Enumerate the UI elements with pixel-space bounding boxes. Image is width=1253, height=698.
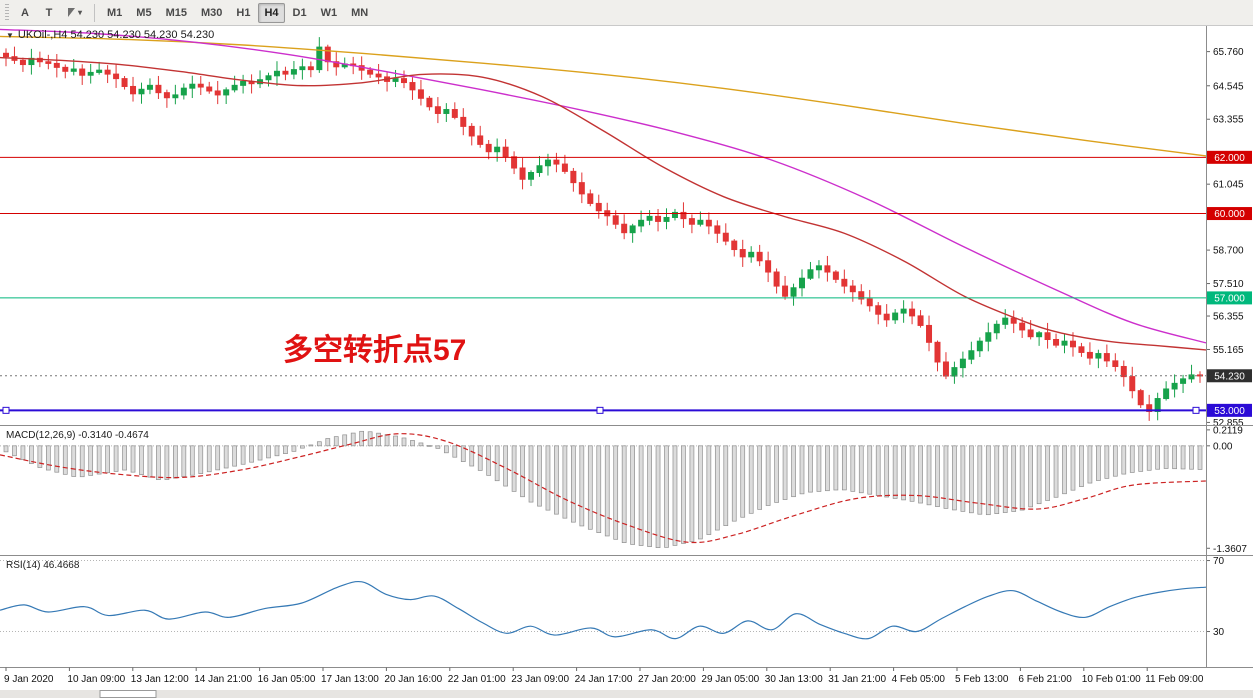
svg-text:57.510: 57.510 xyxy=(1213,279,1244,290)
svg-text:30: 30 xyxy=(1213,627,1225,638)
price-level-badges: 62.000 60.000 57.000 53.000 54.230 xyxy=(1207,150,1252,417)
window-tab[interactable] xyxy=(99,690,157,698)
svg-text:24 Jan 17:00: 24 Jan 17:00 xyxy=(575,674,633,685)
macd-signal-line xyxy=(0,433,1207,544)
ma-fast-red xyxy=(0,56,1207,351)
svg-text:52.855: 52.855 xyxy=(1213,418,1244,429)
svg-text:17 Jan 13:00: 17 Jan 13:00 xyxy=(321,674,379,685)
chart-canvas[interactable]: 65.760 64.545 63.355 61.045 58.700 57.510 56.3… xyxy=(0,26,1253,698)
svg-text:9 Jan 2020: 9 Jan 2020 xyxy=(4,674,54,685)
ma-lines xyxy=(0,28,1207,351)
svg-text:64.545: 64.545 xyxy=(1213,81,1244,92)
svg-text:10 Feb 01:00: 10 Feb 01:00 xyxy=(1082,674,1141,685)
svg-text:14 Jan 21:00: 14 Jan 21:00 xyxy=(194,674,252,685)
symbol-ohlc-text: UKOil-,H4 54.230 54.230 54.230 54.230 xyxy=(17,29,215,41)
timeframe-mn[interactable]: MN xyxy=(345,3,374,23)
svg-text:20 Jan 16:00: 20 Jan 16:00 xyxy=(384,674,442,685)
ma-slow-orange xyxy=(0,35,1207,157)
svg-text:57.000: 57.000 xyxy=(1214,293,1245,304)
svg-text:56.355: 56.355 xyxy=(1213,312,1244,323)
timeframe-h1[interactable]: H1 xyxy=(230,3,256,23)
svg-text:16 Jan 05:00: 16 Jan 05:00 xyxy=(258,674,316,685)
svg-text:22 Jan 01:00: 22 Jan 01:00 xyxy=(448,674,506,685)
line-handle xyxy=(596,406,604,414)
svg-text:54.230: 54.230 xyxy=(1214,371,1245,382)
svg-text:53.000: 53.000 xyxy=(1214,406,1245,417)
toolbar: A T ▾ M1 M5 M15 M30 H1 H4 D1 W1 MN xyxy=(0,0,1253,26)
chart-area: 65.760 64.545 63.355 61.045 58.700 57.510 56.3… xyxy=(0,26,1253,698)
svg-text:58.700: 58.700 xyxy=(1213,246,1244,257)
timeframe-m15[interactable]: M15 xyxy=(160,3,193,23)
chart-annotation-text[interactable]: 多空转折点57 xyxy=(283,334,467,367)
svg-text:0.00: 0.00 xyxy=(1213,441,1233,452)
svg-text:65.760: 65.760 xyxy=(1213,47,1244,58)
svg-text:62.000: 62.000 xyxy=(1214,153,1245,164)
symbol-ohlc-label: ▼ UKOil-,H4 54.230 54.230 54.230 54.230 xyxy=(6,29,214,41)
text-annotation-button[interactable]: A xyxy=(14,3,36,23)
price-levels[interactable] xyxy=(0,156,1206,414)
svg-text:11 Feb 09:00: 11 Feb 09:00 xyxy=(1145,674,1204,685)
toolbar-separator xyxy=(94,3,96,22)
time-axis[interactable]: 9 Jan 2020 10 Jan 09:00 13 Jan 12:00 14 Jan… xyxy=(4,667,1204,686)
svg-text:-1.3607: -1.3607 xyxy=(1213,544,1247,555)
candles xyxy=(3,37,1203,421)
chevron-down-icon: ▾ xyxy=(78,8,83,17)
svg-text:55.165: 55.165 xyxy=(1213,345,1244,356)
svg-text:6 Feb 21:00: 6 Feb 21:00 xyxy=(1018,674,1072,685)
line-handle xyxy=(1192,406,1200,414)
timeframe-m1[interactable]: M1 xyxy=(101,3,128,23)
timeframe-d1[interactable]: D1 xyxy=(287,3,313,23)
timeframe-h4[interactable]: H4 xyxy=(258,2,285,23)
svg-text:60.000: 60.000 xyxy=(1214,209,1245,220)
svg-text:10 Jan 09:00: 10 Jan 09:00 xyxy=(67,674,125,685)
rsi-indicator-label: RSI(14) 46.4668 xyxy=(6,560,80,571)
svg-text:31 Jan 21:00: 31 Jan 21:00 xyxy=(828,674,886,685)
timeframe-m5[interactable]: M5 xyxy=(130,3,157,23)
ma-mid-magenta xyxy=(0,28,1207,344)
svg-text:23 Jan 09:00: 23 Jan 09:00 xyxy=(511,674,569,685)
cursor-icon xyxy=(68,8,75,17)
svg-text:4 Feb 05:00: 4 Feb 05:00 xyxy=(892,674,946,685)
svg-text:29 Jan 05:00: 29 Jan 05:00 xyxy=(701,674,759,685)
text-label-button[interactable]: T xyxy=(38,3,60,23)
tool-dropdown-button[interactable]: ▾ xyxy=(62,3,88,23)
macd-pane: 0.2119 0.00 -1.3607 xyxy=(0,425,1247,555)
svg-text:63.355: 63.355 xyxy=(1213,115,1244,126)
svg-text:27 Jan 20:00: 27 Jan 20:00 xyxy=(638,674,696,685)
svg-text:61.045: 61.045 xyxy=(1213,180,1244,191)
bottom-strip xyxy=(0,690,1253,698)
rsi-line xyxy=(0,580,1207,640)
svg-text:70: 70 xyxy=(1213,556,1225,567)
macd-indicator-label: MACD(12,26,9) -0.3140 -0.4674 xyxy=(6,430,149,441)
price-axis[interactable]: 65.760 64.545 63.355 61.045 58.700 57.510 56.3… xyxy=(1206,47,1244,429)
svg-text:13 Jan 12:00: 13 Jan 12:00 xyxy=(131,674,189,685)
rsi-pane: 70 30 xyxy=(0,556,1225,640)
collapse-icon[interactable]: ▼ xyxy=(6,31,14,40)
pane-separators xyxy=(0,26,1253,668)
svg-text:30 Jan 13:00: 30 Jan 13:00 xyxy=(765,674,823,685)
timeframe-m30[interactable]: M30 xyxy=(195,3,228,23)
svg-text:0.2119: 0.2119 xyxy=(1213,425,1243,436)
toolbar-grip[interactable] xyxy=(5,3,9,22)
line-handle xyxy=(2,406,10,414)
svg-text:5 Feb 13:00: 5 Feb 13:00 xyxy=(955,674,1009,685)
timeframe-w1[interactable]: W1 xyxy=(315,3,344,23)
